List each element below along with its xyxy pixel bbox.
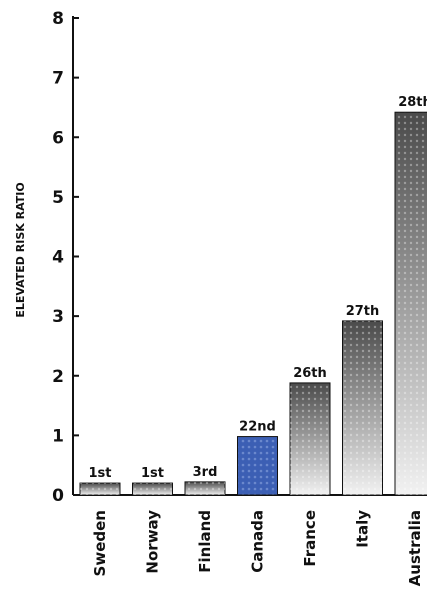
bar-canada	[237, 436, 278, 496]
y-tick-label: 6	[52, 128, 64, 148]
y-tick-label: 2	[52, 367, 64, 387]
y-tick-label: 4	[52, 248, 64, 268]
bar-texture	[342, 320, 383, 495]
rank-label: 22nd	[239, 420, 276, 435]
bars-group	[79, 111, 427, 496]
y-tick-label: 3	[52, 307, 64, 327]
category-label: Sweden	[91, 510, 109, 576]
y-tick-label: 5	[52, 188, 64, 208]
y-axis-title: ELEVATED RISK RATIO	[14, 182, 27, 317]
rank-label: 27th	[346, 304, 380, 319]
rank-label: 1st	[89, 466, 112, 481]
bar-texture	[80, 483, 120, 495]
y-tick-label: 0	[52, 486, 64, 506]
category-label: Norway	[144, 510, 162, 574]
category-label: France	[301, 510, 319, 567]
category-label: Italy	[354, 510, 372, 548]
labels-group: 1st Sweden 1st Norway 3rd Finland 22nd Canada 26…	[89, 95, 427, 586]
category-label: Canada	[249, 510, 267, 573]
rank-label: 28th	[398, 95, 427, 110]
y-tick-label: 8	[52, 9, 64, 29]
category-label: Australia	[406, 510, 424, 586]
y-tick-label: 1	[52, 426, 64, 446]
category-label: Finland	[196, 510, 214, 573]
y-tick-label: 7	[52, 69, 64, 89]
bar-texture	[395, 112, 427, 496]
bar-texture	[290, 382, 330, 495]
bar-texture	[185, 481, 225, 495]
rank-label: 1st	[141, 466, 164, 481]
rank-label: 3rd	[193, 465, 218, 480]
bar-texture	[132, 483, 173, 495]
rank-label: 26th	[293, 366, 327, 381]
